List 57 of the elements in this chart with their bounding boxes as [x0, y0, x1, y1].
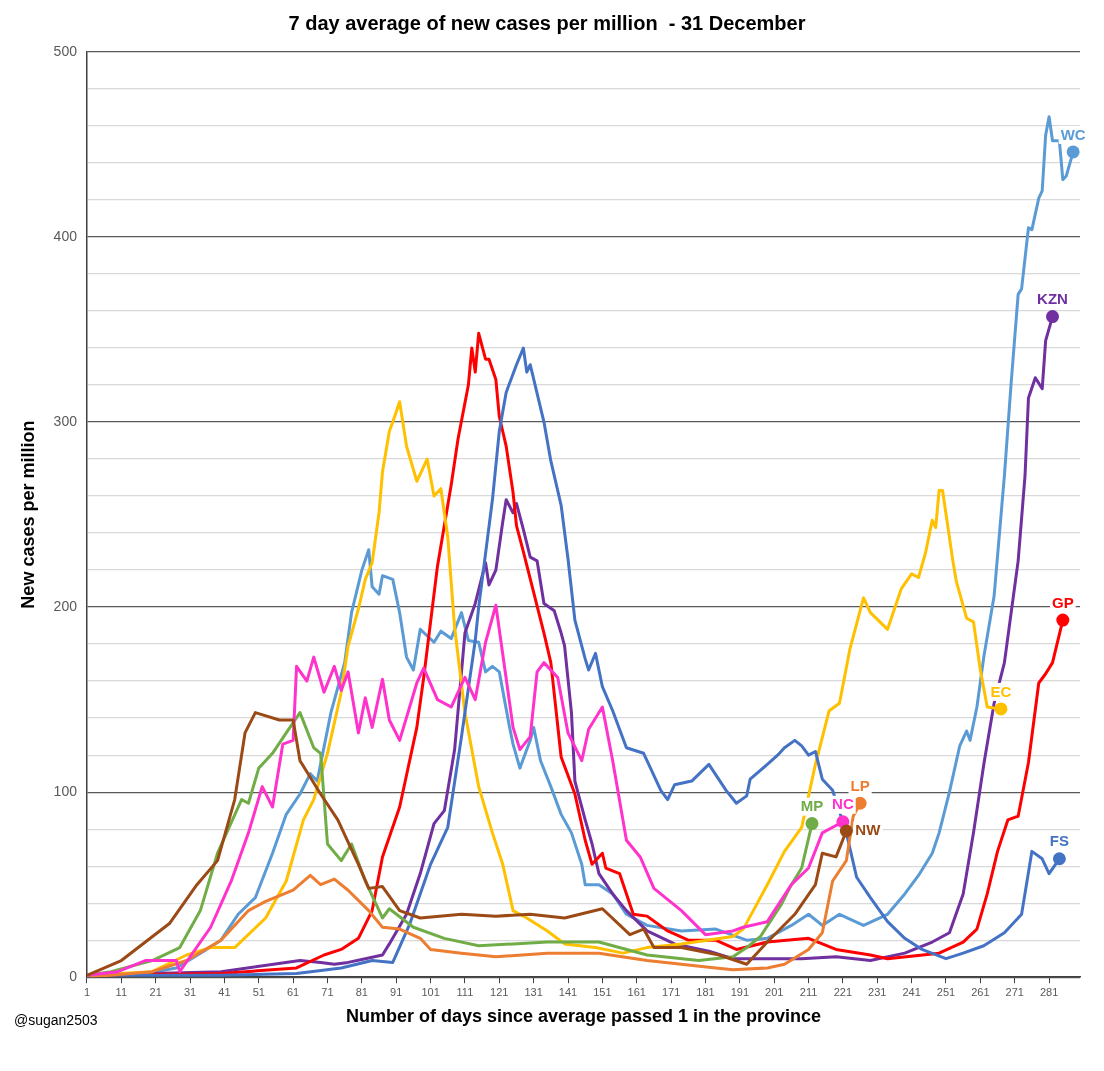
series-label: FS — [1049, 832, 1069, 850]
x-tick-label: 101 — [421, 985, 440, 998]
y-tick-label: 100 — [53, 783, 78, 800]
series-label: KZN — [1037, 290, 1068, 308]
series-label: WC — [1060, 125, 1086, 143]
x-tick-label: 1 — [83, 985, 91, 998]
x-tick-label: 11 — [115, 985, 128, 998]
series-label: EC — [990, 682, 1012, 700]
series-label: NW — [855, 821, 882, 839]
x-tick-label: 221 — [833, 985, 853, 998]
x-axis-title: Number of days since average passed 1 in the province — [345, 1006, 822, 1027]
point — [836, 815, 850, 829]
series-label: MP — [800, 797, 824, 815]
point — [1056, 613, 1070, 627]
y-tick-label: 500 — [53, 42, 78, 59]
x-tick-label: 31 — [183, 985, 197, 998]
point — [853, 796, 867, 810]
x-tick-label: 201 — [765, 985, 784, 998]
x-tick-label: 81 — [355, 985, 368, 998]
x-tick-label: 241 — [902, 985, 921, 998]
point — [1046, 310, 1060, 324]
y-tick-label: 200 — [53, 597, 78, 614]
series-label: NC — [832, 795, 854, 813]
x-tick-label: 61 — [287, 985, 300, 998]
chart-title: 7 day average of new cases per million - 31 December — [288, 11, 806, 34]
y-tick-label: 0 — [69, 968, 78, 985]
x-tick-label: 211 — [799, 985, 818, 998]
x-tick-label: 141 — [558, 985, 578, 998]
series-label: LP — [850, 776, 870, 794]
x-tick-label: 181 — [696, 985, 715, 998]
x-tick-label: 161 — [627, 985, 646, 998]
series-label: GP — [1051, 593, 1074, 611]
point — [994, 702, 1008, 716]
text: @sugan2503 — [14, 1012, 98, 1028]
x-tick-label: 51 — [252, 985, 265, 998]
x-tick-label: 231 — [868, 985, 887, 998]
x-tick-label: 281 — [1039, 985, 1059, 998]
x-tick-label: 261 — [971, 985, 990, 998]
x-tick-label: 91 — [390, 985, 403, 998]
y-tick-label: 400 — [53, 227, 78, 244]
x-tick-label: 41 — [218, 985, 231, 998]
x-tick-label: 171 — [661, 985, 681, 998]
x-tick-label: 111 — [456, 985, 474, 998]
x-tick-label: 271 — [1005, 985, 1024, 998]
y-axis-title: New cases per million — [17, 420, 38, 609]
x-tick-label: 151 — [593, 985, 612, 998]
point — [1052, 852, 1066, 866]
point — [839, 824, 853, 838]
y-tick-label: 300 — [53, 412, 78, 429]
point — [805, 817, 819, 831]
x-tick-label: 21 — [149, 985, 162, 998]
x-tick-label: 251 — [936, 985, 956, 998]
x-tick-label: 71 — [321, 985, 334, 998]
x-tick-label: 191 — [730, 985, 749, 998]
x-tick-label: 121 — [490, 985, 509, 998]
point — [1066, 145, 1080, 159]
x-tick-label: 131 — [524, 985, 543, 998]
